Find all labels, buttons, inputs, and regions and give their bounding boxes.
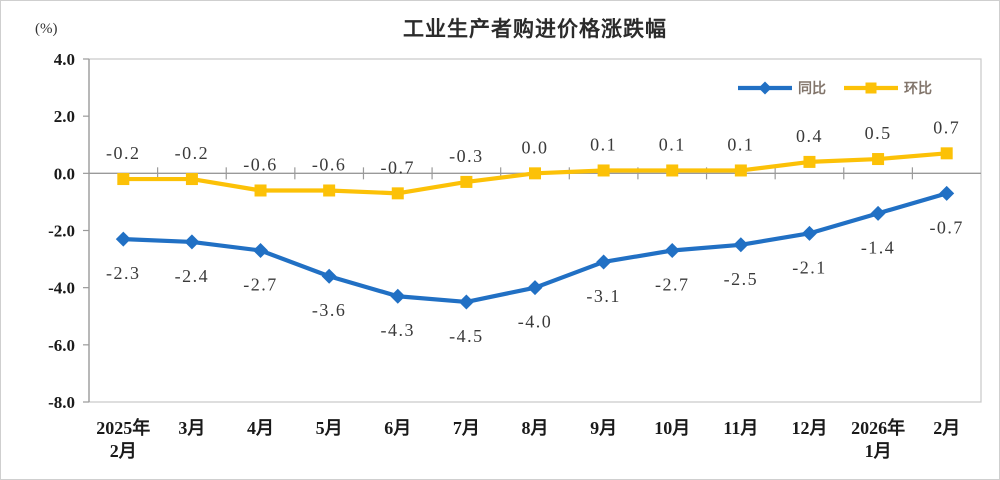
x-axis-category-label: 8月 bbox=[522, 418, 549, 438]
y-axis-unit-label: (%) bbox=[35, 21, 58, 37]
data-point-marker-diamond bbox=[115, 231, 131, 247]
data-label: -3.6 bbox=[312, 300, 347, 320]
data-point-marker-square bbox=[323, 184, 336, 197]
y-axis-tick-label: 0.0 bbox=[54, 164, 75, 183]
data-label: -0.3 bbox=[449, 146, 484, 166]
data-point-marker-square bbox=[666, 164, 679, 177]
data-point-marker-square bbox=[460, 175, 473, 188]
data-point-marker-diamond bbox=[870, 205, 886, 221]
data-point-marker-diamond bbox=[321, 268, 337, 284]
data-label: 0.5 bbox=[865, 123, 892, 143]
data-label: 0.1 bbox=[727, 134, 754, 154]
data-point-marker-diamond bbox=[664, 243, 680, 259]
chart-title: 工业生产者购进价格涨跌幅 bbox=[403, 18, 667, 41]
data-label: -1.4 bbox=[861, 237, 896, 257]
data-label: -2.3 bbox=[106, 263, 141, 283]
data-point-marker-square bbox=[872, 153, 885, 166]
data-point-marker-diamond bbox=[253, 243, 269, 259]
legend-label: 环比 bbox=[904, 80, 932, 96]
data-point-marker-diamond bbox=[733, 237, 749, 253]
data-point-marker-square bbox=[529, 167, 541, 180]
x-axis-category-label: 5月 bbox=[316, 418, 343, 438]
data-label: -3.1 bbox=[586, 286, 621, 306]
data-label: -0.6 bbox=[312, 154, 347, 174]
data-label: -0.6 bbox=[243, 154, 278, 174]
legend-marker-square bbox=[865, 82, 877, 94]
data-point-marker-diamond bbox=[939, 185, 955, 201]
data-label: -0.2 bbox=[106, 143, 141, 163]
legend-marker-diamond bbox=[758, 81, 772, 95]
x-axis-category-label: 3月 bbox=[178, 418, 205, 438]
data-point-marker-diamond bbox=[458, 294, 474, 310]
x-axis-category-label: 12月 bbox=[791, 418, 827, 438]
data-point-marker-square bbox=[734, 164, 747, 177]
data-label: -0.2 bbox=[175, 143, 210, 163]
data-label: 0.7 bbox=[933, 117, 960, 137]
data-point-marker-square bbox=[254, 184, 267, 197]
data-label: -2.1 bbox=[792, 257, 827, 277]
plot-border bbox=[89, 58, 982, 403]
data-label: 0.4 bbox=[796, 126, 823, 146]
x-axis-category-label: 7月 bbox=[453, 418, 480, 438]
x-axis-category-label: 2025年 2月 bbox=[96, 417, 150, 461]
data-label: -2.7 bbox=[655, 275, 690, 295]
x-axis-category-label: 2026年 1月 bbox=[851, 417, 905, 461]
y-axis-tick-label: -4.0 bbox=[48, 279, 75, 298]
x-axis-category-label: 9月 bbox=[590, 418, 617, 438]
y-axis-tick-label: -8.0 bbox=[48, 393, 75, 412]
y-axis-tick-label: 2.0 bbox=[54, 107, 75, 126]
data-point-marker-square bbox=[597, 164, 610, 177]
data-label: 0.1 bbox=[659, 134, 686, 154]
data-point-marker-diamond bbox=[596, 254, 612, 270]
data-label: -2.7 bbox=[243, 275, 278, 295]
data-label: -0.7 bbox=[381, 157, 416, 177]
x-axis-category-label: 4月 bbox=[247, 418, 274, 438]
x-axis-category-label: 11月 bbox=[723, 418, 758, 438]
data-label: -0.7 bbox=[929, 217, 964, 237]
legend: 同比 环比 bbox=[738, 80, 932, 96]
x-axis-category-label: 2月 bbox=[933, 418, 960, 438]
data-point-marker-square bbox=[185, 173, 198, 186]
data-point-marker-square bbox=[803, 155, 816, 168]
data-point-marker-diamond bbox=[527, 280, 543, 296]
y-axis-tick-label: -2.0 bbox=[48, 222, 75, 241]
data-label: -2.4 bbox=[175, 266, 210, 286]
data-label: 0.1 bbox=[590, 134, 617, 154]
data-label: -4.5 bbox=[449, 326, 484, 346]
series-yoy: -2.3 -2.4 -2.7 -3.6 -4.3 -4.5 -4.0 -3.1 -2.7 -2.5… bbox=[106, 185, 964, 346]
x-axis-category-label: 6月 bbox=[384, 418, 411, 438]
data-label: -4.0 bbox=[518, 312, 553, 332]
data-point-marker-diamond bbox=[184, 234, 200, 250]
data-label: 0.0 bbox=[522, 137, 549, 157]
data-point-marker-diamond bbox=[390, 288, 406, 304]
x-axis-category-label: 10月 bbox=[654, 418, 690, 438]
series-mom: -0.2 -0.2 -0.6 -0.6 -0.7 -0.3 0.0 0.1 0.1 0.1 0.4 0… bbox=[106, 117, 960, 200]
data-label: -2.5 bbox=[724, 269, 759, 289]
data-point-marker-diamond bbox=[801, 225, 817, 241]
data-point-marker-square bbox=[391, 187, 404, 200]
y-axis-tick-label: 4.0 bbox=[54, 50, 75, 69]
y-axis-tick-label: -6.0 bbox=[48, 336, 75, 355]
data-point-marker-square bbox=[117, 173, 130, 186]
legend-label: 同比 bbox=[798, 80, 826, 96]
data-label: -4.3 bbox=[381, 320, 416, 340]
data-point-marker-square bbox=[940, 147, 953, 160]
